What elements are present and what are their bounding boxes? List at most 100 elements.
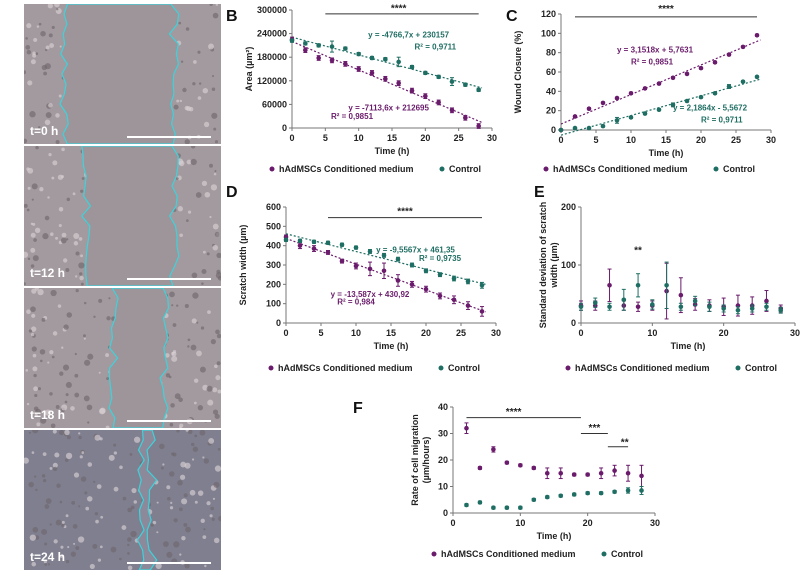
cell <box>51 176 55 180</box>
data-point <box>356 51 361 57</box>
cell <box>201 282 204 285</box>
data-point <box>586 106 592 112</box>
data-point <box>325 240 331 246</box>
y-tick-label: 400 <box>266 241 281 251</box>
cell <box>50 232 54 236</box>
cell <box>33 373 37 378</box>
cell <box>74 352 77 356</box>
cell <box>99 408 106 415</box>
cell <box>169 471 175 477</box>
cell <box>184 304 189 309</box>
cell <box>49 43 55 48</box>
cell <box>127 537 132 542</box>
y-tick-label: 0 <box>276 318 281 328</box>
cell <box>127 507 133 513</box>
data-point <box>463 115 468 121</box>
x-tick-label: 0 <box>578 328 583 338</box>
cell <box>130 505 135 510</box>
data-point <box>476 123 481 129</box>
cell <box>106 377 109 381</box>
cell <box>61 346 64 349</box>
cell <box>83 395 90 402</box>
panel-letter-a: A <box>6 6 18 23</box>
cell <box>65 452 73 460</box>
annotation: y = -4766,7x + 230157 <box>368 31 450 40</box>
cell <box>190 146 196 149</box>
cell <box>34 475 37 478</box>
cell <box>209 514 213 518</box>
data-point <box>369 55 375 61</box>
cell <box>50 423 56 428</box>
cell <box>197 490 204 496</box>
cell <box>216 252 221 259</box>
data-point <box>311 246 317 251</box>
cell <box>37 289 44 296</box>
micrograph-column: t=0 h t=12 h t=18 h t=24 h <box>24 4 221 574</box>
data-point <box>558 127 564 133</box>
data-point <box>395 278 401 283</box>
annotation: R² = 0,9851 <box>331 112 374 121</box>
data-point <box>612 468 617 473</box>
data-point <box>463 82 468 88</box>
data-point <box>436 74 441 80</box>
cell <box>121 525 127 530</box>
cell <box>181 498 188 505</box>
data-point <box>491 447 496 452</box>
cell <box>50 289 57 297</box>
cell <box>190 158 197 166</box>
cell <box>59 500 63 504</box>
cell <box>43 479 47 483</box>
micrograph: t=18 h <box>24 288 221 428</box>
data-point <box>381 268 387 274</box>
cell <box>38 22 42 26</box>
cell <box>30 247 36 253</box>
cell <box>206 252 210 256</box>
x-tick-label: 20 <box>421 328 431 338</box>
cell <box>206 385 213 392</box>
data-point <box>367 249 373 254</box>
cell <box>58 223 62 228</box>
annotation: **** <box>397 207 413 218</box>
cell <box>187 345 190 348</box>
panel-letter-d: D <box>226 184 238 201</box>
cell <box>201 180 208 187</box>
cell <box>47 4 53 9</box>
y-axis-label-line: Rate of cell migration <box>410 414 420 506</box>
cell <box>65 559 70 564</box>
cell <box>73 232 80 240</box>
cell <box>185 27 190 31</box>
cell <box>85 506 90 511</box>
cell <box>78 505 81 508</box>
cell <box>66 197 71 202</box>
y-axis-label: Standard deviation of scratchwidth (µm) <box>538 202 559 329</box>
cell <box>70 551 76 557</box>
cell <box>172 323 177 327</box>
x-tick-label: 20 <box>420 133 430 143</box>
data-point <box>479 309 485 314</box>
cell <box>127 552 130 555</box>
cell <box>184 139 190 144</box>
cell <box>127 543 130 547</box>
legend-marker <box>713 166 719 172</box>
cell <box>187 210 192 214</box>
micrograph: t=12 h <box>24 146 221 286</box>
x-tick-label: 30 <box>790 328 800 338</box>
cell <box>58 206 64 212</box>
micrograph-image <box>24 430 221 570</box>
x-tick-label: 0 <box>289 133 294 143</box>
data-point <box>491 505 496 510</box>
cell <box>86 496 93 502</box>
cell <box>65 514 69 518</box>
data-point <box>465 279 471 284</box>
y-tick-label: 40 <box>438 402 448 412</box>
cell <box>44 119 51 126</box>
data-point <box>504 460 510 465</box>
cell <box>197 405 204 411</box>
data-point <box>477 465 483 471</box>
cell <box>209 163 213 168</box>
cell <box>191 442 195 447</box>
panel-letter-b: B <box>226 8 238 25</box>
x-tick-label: 20 <box>583 518 593 528</box>
data-point <box>464 502 469 508</box>
